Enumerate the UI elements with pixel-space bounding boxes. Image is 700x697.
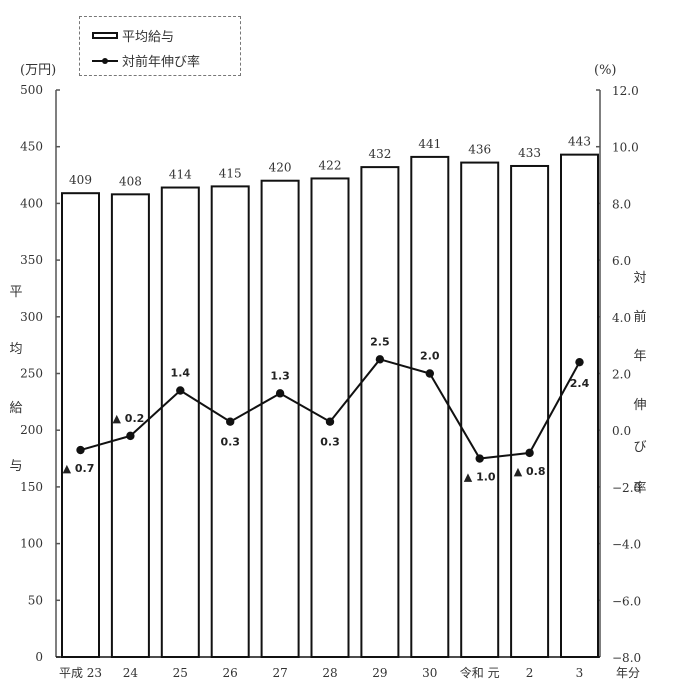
bar-value-label: 441 bbox=[418, 137, 441, 151]
growth-rate-value-label: ▲ 1.0 bbox=[464, 471, 496, 484]
growth-rate-marker bbox=[126, 431, 135, 441]
right-axis-title-char: 率 bbox=[633, 480, 646, 496]
growth-rate-marker bbox=[575, 357, 584, 367]
bar-average-salary bbox=[160, 186, 200, 659]
growth-rate-marker bbox=[176, 386, 185, 395]
right-axis-tick-label: 2.0 bbox=[612, 368, 631, 382]
bar-value-label: 443 bbox=[568, 135, 591, 149]
right-axis-title-char: び bbox=[633, 440, 646, 455]
bar-value-label: 433 bbox=[518, 146, 541, 160]
bar-value-label: 408 bbox=[119, 174, 142, 188]
left-axis-unit: (万円) bbox=[20, 63, 56, 78]
bar-average-salary bbox=[61, 192, 100, 658]
x-category-label: 29 bbox=[372, 666, 387, 680]
legend-entry-growth-rate: 対前年伸び率 bbox=[92, 51, 200, 70]
left-axis-tick-label: 500 bbox=[20, 83, 43, 97]
left-axis-title-char: 給 bbox=[9, 401, 22, 416]
left-axis-tick-label: 50 bbox=[28, 593, 43, 607]
growth-rate-marker bbox=[275, 389, 285, 398]
growth-rate-value-label: 1.3 bbox=[270, 369, 290, 382]
bar-value-label: 422 bbox=[319, 158, 342, 172]
right-axis-tick-label: −4.0 bbox=[612, 538, 641, 552]
left-axis-title-char: 平 bbox=[9, 285, 22, 300]
right-axis-tick-label: −6.0 bbox=[612, 594, 641, 608]
right-axis-title-char: 前 bbox=[633, 309, 646, 325]
left-axis-tick-label: 300 bbox=[20, 310, 43, 324]
growth-rate-value-label: 0.3 bbox=[320, 436, 340, 449]
growth-rate-value-label: 2.0 bbox=[420, 350, 440, 363]
bar-average-salary bbox=[460, 161, 500, 659]
left-axis-tick-label: 150 bbox=[20, 480, 43, 494]
chart-legend: 平均給与 対前年伸び率 bbox=[79, 16, 241, 76]
growth-rate-marker bbox=[525, 448, 534, 458]
legend-label-growth-rate: 対前年伸び率 bbox=[122, 55, 201, 70]
growth-rate-marker bbox=[76, 445, 85, 455]
left-axis-tick-label: 350 bbox=[20, 253, 43, 267]
x-category-label: 3 bbox=[576, 666, 584, 680]
left-axis-tick-label: 250 bbox=[20, 367, 43, 381]
bar-average-salary bbox=[510, 164, 550, 658]
bar-value-label: 420 bbox=[269, 161, 292, 175]
x-category-label: 30 bbox=[422, 666, 437, 680]
growth-rate-value-label: 1.4 bbox=[171, 367, 191, 380]
left-axis-tick-label: 450 bbox=[20, 140, 43, 154]
growth-rate-value-label: ▲ 0.2 bbox=[113, 412, 145, 425]
bar-average-salary bbox=[110, 193, 150, 658]
bar-value-label: 432 bbox=[368, 147, 391, 161]
growth-rate-value-label: 2.5 bbox=[370, 335, 390, 348]
x-axis-unit-label: 年分 bbox=[616, 666, 640, 680]
x-category-label: 平成 23 bbox=[59, 666, 102, 680]
bar-swatch-icon bbox=[92, 32, 118, 39]
right-axis-tick-label: 4.0 bbox=[612, 311, 631, 325]
line-marker-swatch-icon bbox=[92, 56, 118, 66]
right-axis-tick-label: −2.0 bbox=[612, 481, 641, 495]
growth-rate-marker bbox=[475, 454, 484, 463]
x-category-label: 28 bbox=[322, 666, 337, 680]
right-axis-tick-label: −8.0 bbox=[612, 651, 641, 665]
left-axis-title-char: 与 bbox=[9, 459, 22, 474]
left-axis-tick-label: 400 bbox=[20, 196, 43, 210]
growth-rate-marker bbox=[425, 369, 434, 378]
left-axis-tick-label: 100 bbox=[20, 537, 43, 551]
x-category-label: 令和 元 bbox=[460, 665, 500, 680]
left-axis-tick-label: 200 bbox=[20, 423, 43, 437]
growth-rate-marker bbox=[375, 355, 385, 364]
right-axis-title-char: 伸 bbox=[633, 398, 646, 413]
growth-rate-value-label: 2.4 bbox=[570, 377, 590, 390]
bar-average-salary bbox=[360, 166, 400, 658]
bar-average-salary bbox=[410, 155, 450, 658]
right-axis-title-char: 年 bbox=[633, 349, 646, 364]
bar-value-label: 436 bbox=[468, 143, 491, 157]
x-category-label: 25 bbox=[173, 666, 188, 680]
x-category-label: 26 bbox=[223, 666, 238, 680]
right-axis-tick-label: 6.0 bbox=[612, 254, 631, 268]
right-axis-tick-label: 12.0 bbox=[612, 84, 639, 98]
bar-value-label: 414 bbox=[169, 168, 192, 182]
right-axis-title-char: 対 bbox=[633, 271, 646, 286]
legend-label-average-salary: 平均給与 bbox=[122, 30, 175, 45]
x-category-label: 2 bbox=[526, 666, 534, 680]
right-axis-tick-label: 10.0 bbox=[612, 141, 639, 155]
right-axis-unit: (%) bbox=[594, 63, 617, 78]
x-category-label: 24 bbox=[123, 666, 139, 680]
bar-value-label: 415 bbox=[219, 166, 242, 180]
left-axis-title-char: 均 bbox=[9, 342, 22, 357]
bar-average-salary bbox=[260, 179, 300, 658]
left-axis-tick-label: 0 bbox=[35, 650, 43, 664]
bar-average-salary bbox=[560, 153, 599, 658]
x-category-label: 27 bbox=[272, 666, 287, 680]
growth-rate-value-label: 0.3 bbox=[220, 436, 240, 449]
legend-entry-average-salary: 平均給与 bbox=[92, 26, 174, 45]
growth-rate-value-label: ▲ 0.8 bbox=[514, 465, 546, 478]
growth-rate-value-label: ▲ 0.7 bbox=[63, 462, 95, 475]
growth-rate-marker bbox=[325, 417, 335, 426]
growth-rate-marker bbox=[226, 417, 235, 426]
right-axis-tick-label: 0.0 bbox=[612, 424, 631, 438]
right-axis-tick-label: 8.0 bbox=[612, 197, 631, 211]
bar-value-label: 409 bbox=[69, 173, 92, 187]
